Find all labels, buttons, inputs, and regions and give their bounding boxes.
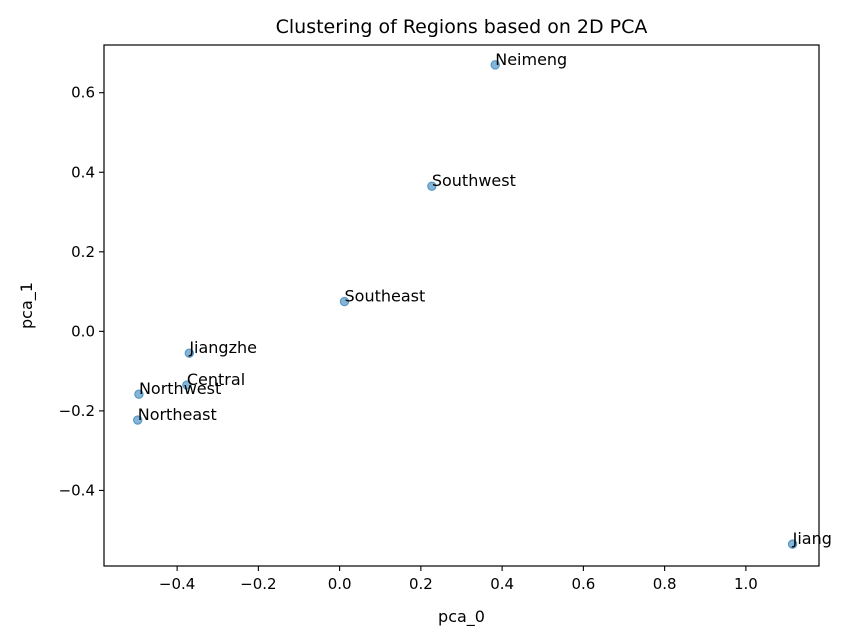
data-point (182, 380, 192, 390)
point-label: Jiangzhe (188, 338, 257, 357)
y-tick-label: −0.2 (59, 402, 95, 420)
y-tick-label: 0.0 (71, 322, 95, 340)
data-point (490, 60, 500, 70)
data-point (427, 181, 437, 191)
y-tick-label: 0.2 (71, 243, 95, 261)
point-label: Northeast (138, 405, 217, 424)
point-label: Central (187, 370, 245, 389)
y-tick-label: 0.4 (71, 163, 95, 181)
chart-title: Clustering of Regions based on 2D PCA (276, 16, 648, 38)
x-tick-label: −0.4 (159, 575, 195, 593)
plot-frame (103, 44, 820, 567)
y-tick-label: 0.6 (71, 84, 95, 102)
y-axis-label: pca_1 (17, 282, 37, 329)
x-tick-label: 0.8 (653, 575, 677, 593)
point-label: Southwest (432, 171, 516, 190)
x-tick-label: 0.6 (571, 575, 595, 593)
point-label: Southeast (345, 287, 426, 306)
x-tick-label: −0.2 (240, 575, 276, 593)
x-tick-label: 0.2 (409, 575, 433, 593)
points-layer (133, 60, 798, 549)
x-axis-label: pca_0 (438, 607, 485, 627)
y-axis: −0.4 −0.2 0.0 0.2 0.4 0.6 (59, 84, 104, 499)
point-label: Northwest (139, 379, 221, 398)
data-point (184, 348, 195, 358)
data-point (134, 389, 144, 399)
data-point (339, 296, 350, 307)
x-tick-label: 0.0 (328, 575, 352, 593)
point-labels-layer: Neimeng Southwest Southeast Jiangzhe Central… (138, 50, 832, 548)
point-label: Neimeng (495, 50, 567, 69)
x-axis: −0.4 −0.2 0.0 0.2 0.4 0.6 0.8 1.0 (159, 566, 758, 593)
y-tick-label: −0.4 (59, 481, 95, 499)
point-label: Jiang (792, 529, 832, 548)
data-point (787, 539, 798, 549)
x-tick-label: 0.4 (490, 575, 514, 593)
data-point (133, 415, 143, 425)
x-tick-label: 1.0 (734, 575, 758, 593)
